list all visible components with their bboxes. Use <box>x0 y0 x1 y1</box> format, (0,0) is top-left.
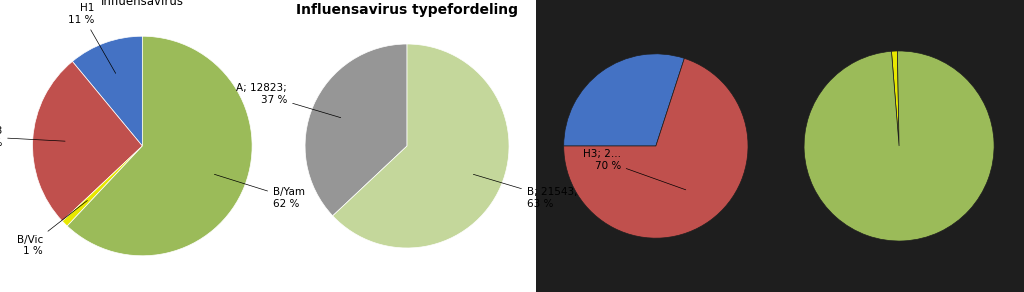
Text: A; 12823;
37 %: A; 12823; 37 % <box>237 83 341 118</box>
Wedge shape <box>564 54 684 146</box>
Text: B; 21543;
63 %: B; 21543; 63 % <box>473 174 578 209</box>
Text: H3; 2...
70 %: H3; 2... 70 % <box>583 149 686 190</box>
Wedge shape <box>564 58 748 238</box>
Wedge shape <box>33 61 142 221</box>
Wedge shape <box>73 36 142 146</box>
Wedge shape <box>68 36 252 256</box>
Text: H1
11 %: H1 11 % <box>69 3 116 73</box>
Wedge shape <box>62 146 142 226</box>
Text: B/Vic
1 %: B/Vic 1 % <box>16 201 87 256</box>
Wedge shape <box>892 51 899 146</box>
Text: H3
26 %: H3 26 % <box>0 126 66 148</box>
Wedge shape <box>333 44 509 248</box>
Title: Anslått samlet fordeling av de ulike
influensavirus: Anslått samlet fordeling av de ulike inf… <box>37 0 248 8</box>
Title: Influensavirus typefordeling: Influensavirus typefordeling <box>296 3 518 17</box>
Wedge shape <box>804 51 994 241</box>
Text: B/Yam
62 %: B/Yam 62 % <box>214 174 305 208</box>
Wedge shape <box>305 44 408 216</box>
